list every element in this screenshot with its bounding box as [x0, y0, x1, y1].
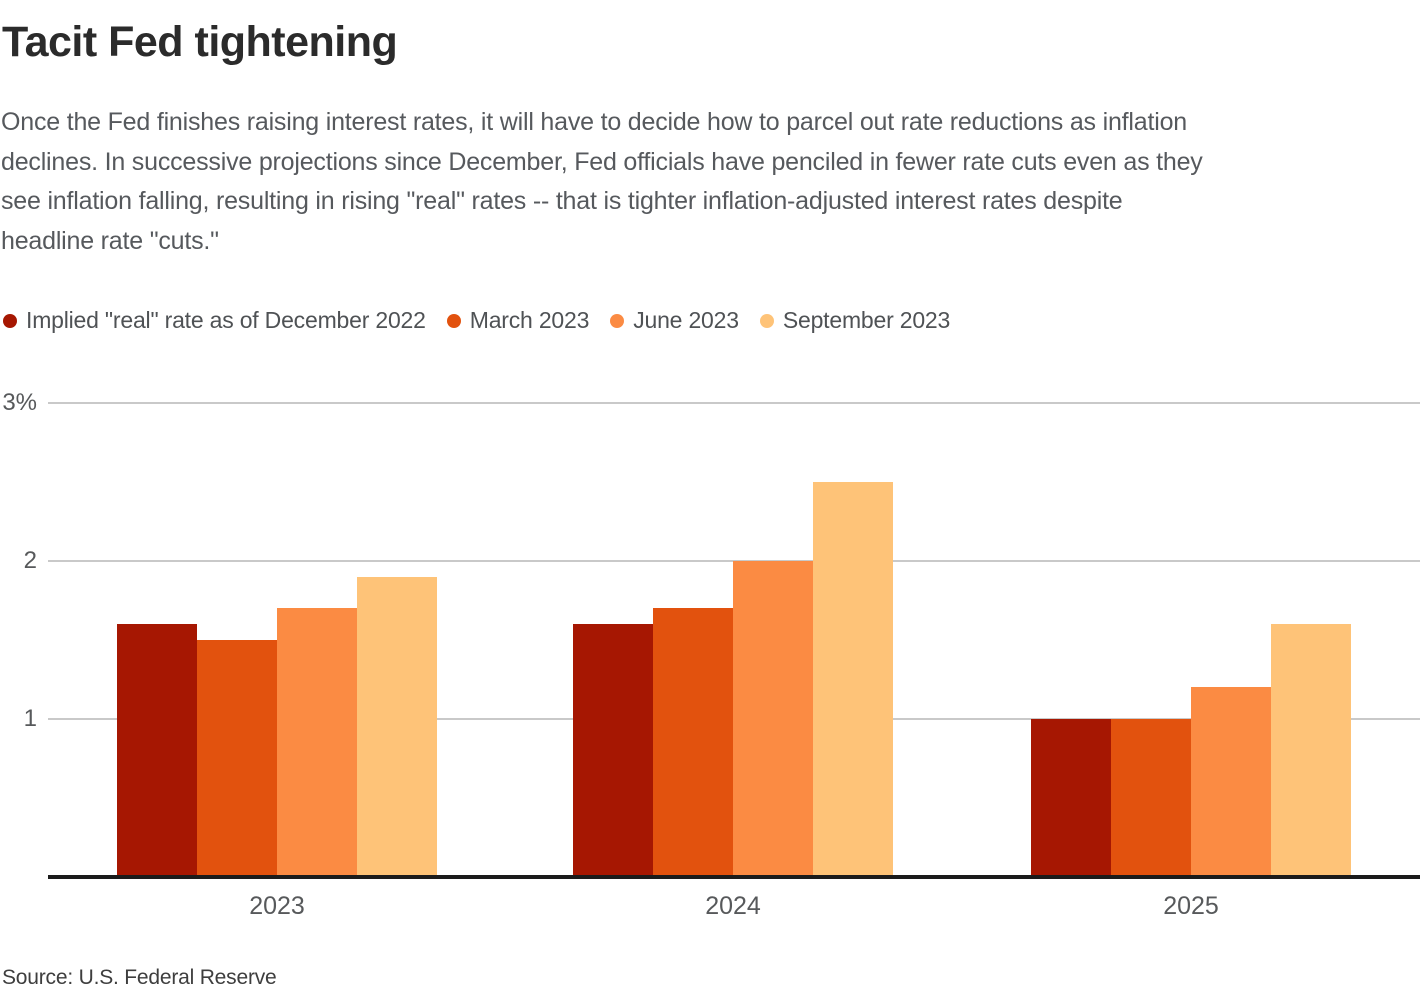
bar	[1031, 719, 1111, 877]
legend-item: September 2023	[759, 307, 951, 334]
bar	[573, 624, 653, 877]
gridline	[48, 402, 1420, 404]
legend-label: September 2023	[782, 307, 951, 333]
bar	[277, 608, 357, 877]
chart-legend: Implied "real" rate as of December 2022 M…	[3, 307, 950, 334]
description-line: see inflation falling, resulting in risi…	[1, 187, 1123, 215]
legend-swatch-dot	[759, 313, 774, 328]
x-axis-tick-label: 2024	[705, 892, 761, 920]
x-axis-tick-label: 2025	[1163, 892, 1219, 920]
x-axis-tick-label: 2023	[249, 892, 305, 920]
description-line: declines. In successive projections sinc…	[1, 147, 1203, 176]
description-line: headline rate "cuts."	[1, 226, 219, 255]
description-line: Once the Fed finishes raising interest r…	[1, 108, 1187, 136]
bar	[1271, 624, 1351, 877]
y-axis-tick-label: 1	[23, 705, 37, 732]
bar	[813, 482, 893, 877]
legend-item: June 2023	[610, 307, 739, 334]
bar	[357, 577, 437, 877]
legend-swatch-dot	[446, 313, 461, 328]
y-axis-tick-label: 3%	[2, 389, 37, 416]
legend-label: March 2023	[469, 307, 590, 333]
legend-item: March 2023	[446, 307, 590, 334]
x-axis-line	[48, 875, 1420, 879]
bar	[733, 561, 813, 877]
chart-description: Once the Fed finishes raising interest r…	[1, 103, 1203, 261]
legend-label: Implied "real" rate as of December 2022	[26, 307, 426, 333]
legend-swatch-dot	[610, 313, 625, 328]
bar	[197, 640, 277, 877]
bar	[653, 608, 733, 877]
bar-chart: 3% 2 1 2023 2024 2025	[0, 378, 1420, 938]
legend-item: Implied "real" rate as of December 2022	[3, 307, 426, 334]
bar	[117, 624, 197, 877]
bar	[1191, 687, 1271, 877]
bar	[1111, 719, 1191, 877]
legend-swatch-dot	[3, 313, 17, 328]
source-note: Source: U.S. Federal Reserve	[2, 966, 277, 989]
chart-title: Tacit Fed tightening	[2, 18, 398, 66]
legend-label: June 2023	[633, 307, 739, 333]
y-axis-tick-label: 2	[23, 547, 37, 574]
